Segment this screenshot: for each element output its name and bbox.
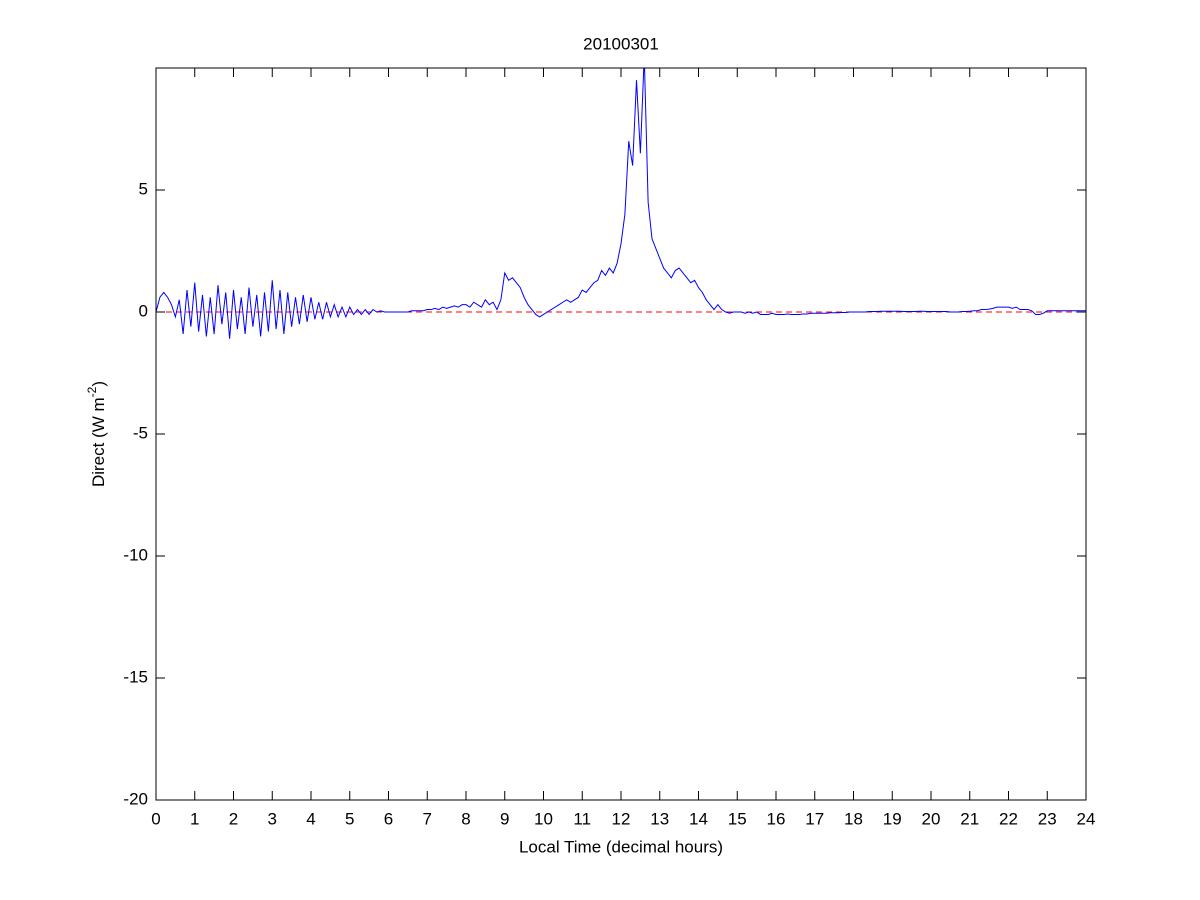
x-tick-label: 12 (612, 809, 631, 828)
x-tick-label: 10 (534, 809, 553, 828)
x-tick-label: 2 (229, 809, 238, 828)
plot-area (156, 68, 1086, 339)
x-tick-label: 9 (500, 809, 509, 828)
x-tick-label: 17 (805, 809, 824, 828)
y-axis-label: Direct (W m-2) (85, 381, 108, 487)
x-tick-label: 3 (268, 809, 277, 828)
x-tick-label: 6 (384, 809, 393, 828)
y-tick-label: -10 (123, 545, 148, 564)
x-tick-label: 20 (922, 809, 941, 828)
x-tick-label: 7 (423, 809, 432, 828)
y-axis-label-text: Direct (W m (89, 397, 108, 487)
y-tick-label: 0 (139, 301, 148, 320)
y-axis-label-text: ) (89, 381, 108, 387)
x-tick-label: 18 (844, 809, 863, 828)
y-tick-label: 5 (139, 179, 148, 198)
y-tick-label: -15 (123, 667, 148, 686)
x-tick-label: 16 (767, 809, 786, 828)
x-tick-label: 1 (190, 809, 199, 828)
x-tick-label: 21 (960, 809, 979, 828)
x-tick-label: 0 (151, 809, 160, 828)
x-tick-label: 15 (728, 809, 747, 828)
x-tick-label: 14 (689, 809, 708, 828)
x-tick-label: 13 (650, 809, 669, 828)
x-tick-label: 11 (573, 809, 591, 828)
x-tick-label: 19 (883, 809, 902, 828)
y-tick-label: -20 (123, 789, 148, 808)
x-tick-label: 8 (461, 809, 470, 828)
y-tick-label: -5 (133, 423, 148, 442)
x-tick-label: 5 (345, 809, 354, 828)
x-tick-label: 23 (1038, 809, 1057, 828)
chart-title: 20100301 (583, 34, 659, 53)
x-tick-label: 4 (306, 809, 315, 828)
data-line (156, 68, 1086, 339)
y-axis-label-superscript: -2 (85, 386, 99, 397)
x-tick-label: 22 (999, 809, 1018, 828)
x-axis-label: Local Time (decimal hours) (519, 837, 723, 856)
x-tick-label: 24 (1077, 809, 1096, 828)
